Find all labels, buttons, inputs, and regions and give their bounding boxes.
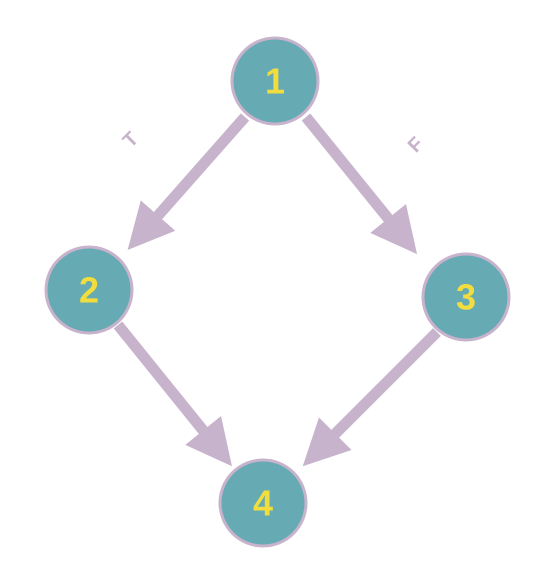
node-2-label: 2 <box>79 270 99 311</box>
node-1-label: 1 <box>265 61 285 102</box>
edge-label-true: T <box>119 128 143 152</box>
nodes: 1 2 3 4 <box>44 36 511 548</box>
node-4-label: 4 <box>253 483 273 524</box>
edge-1-to-2 <box>127 113 250 251</box>
edge-3-to-4 <box>302 328 441 467</box>
edge-label-false: F <box>404 133 428 157</box>
node-1-circle <box>230 36 320 126</box>
edge-1-to-3 <box>301 113 418 255</box>
edge-2-to-4 <box>113 321 233 467</box>
node-4: 4 <box>218 458 308 548</box>
edges <box>113 113 441 467</box>
node-4-circle <box>218 458 308 548</box>
node-3-label: 3 <box>456 277 476 318</box>
node-2: 2 <box>44 245 134 335</box>
node-3-circle <box>421 252 511 342</box>
edge-labels: T F <box>119 128 428 157</box>
node-3: 3 <box>421 252 511 342</box>
node-2-circle <box>44 245 134 335</box>
node-1: 1 <box>230 36 320 126</box>
